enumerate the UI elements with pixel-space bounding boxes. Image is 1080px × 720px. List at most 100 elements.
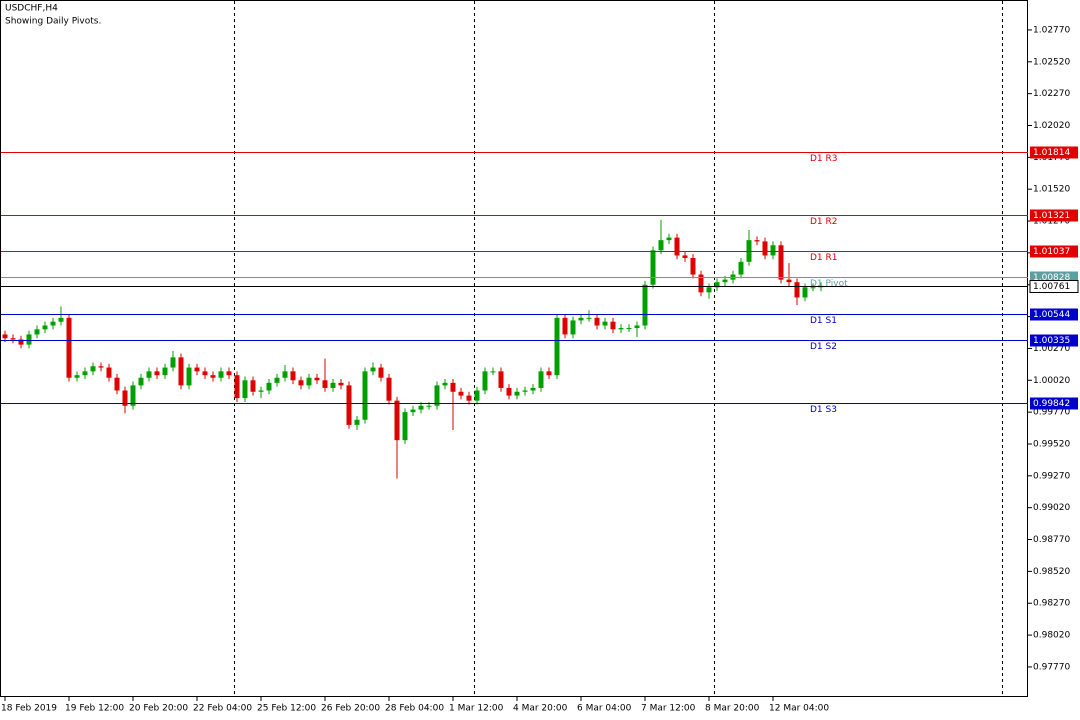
candle-body [362, 371, 368, 420]
candle-body [26, 334, 32, 345]
candle-body [690, 257, 696, 275]
y-tick-label: 1.02770 [1033, 25, 1070, 35]
y-tick-label: 1.02020 [1033, 121, 1070, 131]
y-tick-label: 0.99770 [1033, 408, 1070, 418]
candle-body [226, 371, 232, 376]
candle-body [2, 334, 8, 339]
price-tag [1030, 146, 1078, 159]
pivot-name: D1 R2 [810, 217, 838, 227]
chart-title: USDCHF,H4 [5, 4, 58, 14]
candle-body [282, 371, 288, 378]
candle-body [162, 367, 168, 376]
candle-body [170, 357, 176, 368]
candle-body [394, 400, 400, 441]
candle-body [466, 395, 472, 401]
candle-body [578, 317, 584, 321]
candle-body [338, 382, 344, 386]
candle-body [778, 245, 784, 280]
candle-body [154, 371, 160, 376]
price-tag [1030, 209, 1078, 222]
y-tick-label: 0.99520 [1033, 439, 1070, 449]
candle-body [74, 375, 80, 378]
candle-body [530, 387, 536, 391]
candle-body [754, 240, 760, 242]
y-tick-label: 1.01270 [1033, 217, 1070, 227]
candle-body [82, 371, 88, 376]
price-tag [1030, 334, 1078, 347]
price-tag-label: 1.01814 [1033, 148, 1070, 158]
candle-body [90, 366, 96, 372]
candle-body [122, 390, 128, 406]
price-tag-label: 1.00335 [1033, 336, 1070, 346]
candle-body [722, 279, 728, 283]
candle-body [626, 328, 632, 330]
price-tag [1030, 245, 1078, 258]
candle-body [418, 405, 424, 410]
candle-body [250, 380, 256, 392]
current-price-tag [1029, 280, 1079, 293]
candle-body [618, 328, 624, 330]
x-tick-label: 4 Mar 20:00 [513, 704, 568, 714]
x-tick-label: 12 Mar 04:00 [769, 704, 829, 714]
x-tick-label: 26 Feb 20:00 [321, 704, 380, 714]
price-tag-label: 0.99842 [1033, 399, 1070, 409]
candle-body [762, 241, 768, 256]
pivot-name: D1 S3 [810, 405, 837, 415]
candle-body [106, 367, 112, 378]
candle-body [650, 250, 656, 285]
candle-body [674, 237, 680, 256]
candle-body [522, 390, 528, 392]
candle-body [266, 382, 272, 391]
candle-body [66, 317, 72, 378]
candle-body [330, 382, 336, 388]
candle-body [354, 419, 360, 425]
price-tag-label: 1.01321 [1033, 211, 1070, 221]
candle-body [346, 385, 352, 425]
candle-body [194, 367, 200, 372]
candle-body [610, 321, 616, 330]
candle-body [666, 237, 672, 241]
price-tag-label: 1.00828 [1033, 273, 1070, 283]
candle-body [562, 317, 568, 335]
x-tick-label: 19 Feb 12:00 [65, 704, 124, 714]
pivot-name: D1 Pivot [810, 279, 848, 289]
candle-body [378, 367, 384, 378]
y-tick-label: 0.99270 [1033, 471, 1070, 481]
candle-body [58, 317, 64, 322]
candle-body [810, 287, 816, 289]
candle-body [50, 321, 56, 326]
pivot-name: D1 S2 [810, 342, 837, 352]
y-tick-label: 0.98020 [1033, 631, 1070, 641]
candle-body [434, 385, 440, 406]
candle-body [738, 261, 744, 275]
x-tick-label: 1 Mar 12:00 [449, 704, 504, 714]
candle-body [714, 282, 720, 288]
price-tag [1030, 397, 1078, 410]
candle-body [386, 377, 392, 401]
y-tick-label: 0.98770 [1033, 535, 1070, 545]
candle-body [554, 317, 560, 376]
candle-body [786, 279, 792, 283]
pivot-name: D1 R3 [810, 154, 838, 164]
price-tag-label: 1.01037 [1033, 247, 1070, 257]
y-tick-label: 1.00270 [1033, 344, 1070, 354]
candle-body [234, 375, 240, 399]
x-tick-label: 25 Feb 12:00 [257, 704, 316, 714]
candle-body [426, 405, 432, 407]
x-tick-label: 8 Mar 20:00 [705, 704, 760, 714]
candle-body [258, 390, 264, 392]
candle-body [642, 284, 648, 326]
candle-body [410, 409, 416, 413]
candle-body [802, 287, 808, 298]
candle-body [130, 385, 136, 406]
candle-body [42, 325, 48, 330]
candle-body [770, 245, 776, 256]
candle-body [474, 390, 480, 401]
candle-body [322, 380, 328, 388]
candle-body [794, 282, 800, 298]
candle-body [370, 367, 376, 372]
candle-body [146, 371, 152, 378]
candle-body [274, 377, 280, 383]
